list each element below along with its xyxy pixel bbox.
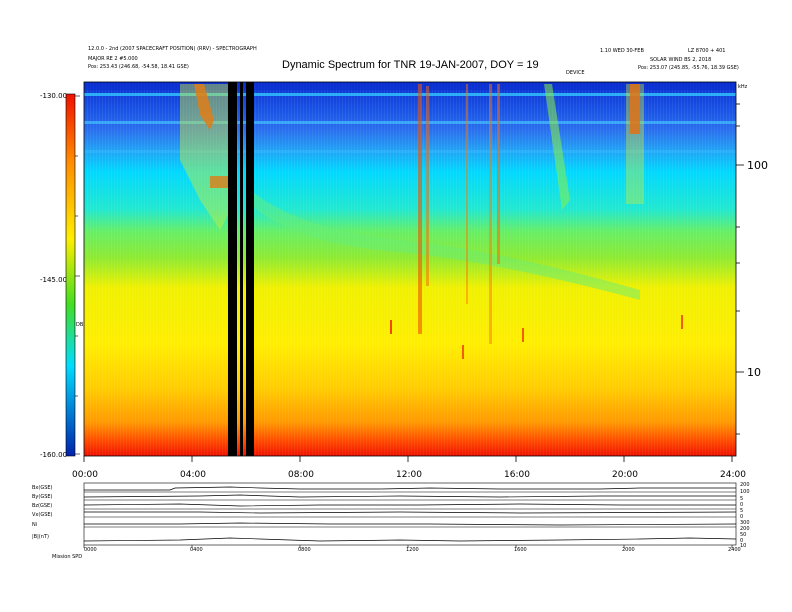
- panel-label-b: |B|(nT): [32, 534, 49, 540]
- time-tick-6: 24:00: [720, 470, 746, 480]
- header-right-line1: 1.10 WED 30-FEB: [600, 48, 644, 54]
- panel-btick-1: 0400: [190, 547, 203, 553]
- burst-red-1410: [462, 345, 464, 359]
- colorbar: [65, 93, 76, 457]
- panel-label-vx: Vx(GSE): [32, 512, 53, 518]
- panel-rtick-6: 300: [740, 520, 750, 526]
- spectrogram-frame: [83, 81, 737, 457]
- spectrogram-texture: [84, 82, 736, 456]
- panel-traces: [83, 486, 737, 542]
- burst-1700: [544, 84, 570, 210]
- panel-label-by: By(GSE): [32, 494, 53, 500]
- burst-red-1415: [466, 84, 468, 304]
- panel-rtick-10: 10: [740, 543, 747, 549]
- panel-bottom-ticks: [83, 545, 733, 548]
- right-axis-100: 100: [747, 159, 768, 172]
- panel-rtick-9: 0: [740, 538, 744, 544]
- burst-red-1505: [489, 84, 492, 344]
- colorbar-ticks: [75, 95, 80, 455]
- header-right-line2: LZ 8700 + 401: [688, 48, 726, 54]
- time-tick-2: 08:00: [288, 470, 314, 480]
- panel-rtick-8: 50: [740, 532, 747, 538]
- panel-rtick-7: 200: [740, 526, 750, 532]
- band-top-dark: [84, 82, 736, 90]
- burst-red-1240: [426, 86, 429, 286]
- panel-btick-2: 0800: [298, 547, 311, 553]
- panel-btick-3: 1200: [406, 547, 419, 553]
- colorbar-mid-label: -145.00: [40, 276, 68, 284]
- burst-red-0445: [210, 176, 228, 188]
- burst-red-2145: [681, 315, 683, 329]
- lower-panels: [83, 482, 737, 546]
- header-right-line3: SOLAR WIND BS 2, 2018: [650, 57, 712, 63]
- time-tick-1: 04:00: [180, 470, 206, 480]
- panel-rtick-3: 0: [740, 502, 744, 508]
- header-left-line1: 12.0.0 - 2nd (2007 SPACECRAFT POSITION) …: [88, 46, 257, 52]
- burst-red-1720: [522, 328, 524, 342]
- time-tick-0: 00:00: [72, 470, 98, 480]
- burst-yellow-04h: [180, 84, 236, 230]
- panel-rtick-1: 100: [740, 489, 750, 495]
- header-center-small: DEVICE: [566, 70, 585, 76]
- chart-title: Dynamic Spectrum for TNR 19-JAN-2007, DO…: [282, 59, 539, 71]
- colorbar-unit: DB: [76, 322, 84, 328]
- panel-label-bx: Bx(GSE): [32, 485, 53, 491]
- time-tick-4: 16:00: [504, 470, 530, 480]
- burst-red-1120: [390, 320, 392, 334]
- panel-btick-6: 2400: [728, 547, 741, 553]
- band-line-3: [84, 150, 736, 153]
- burst-red-1530: [497, 84, 500, 264]
- time-tick-5: 20:00: [612, 470, 638, 480]
- colorbar-bottom-label: -160.00: [40, 451, 68, 459]
- panel-btick-4: 1600: [514, 547, 527, 553]
- data-gap-3: [246, 82, 254, 456]
- panel-label-bz: Bz(GSE): [32, 503, 53, 509]
- burst-red-04h: [194, 84, 214, 130]
- header-left-line3: Pos: 253.43 (246.68, -54.58, 18.41 GSE): [88, 64, 189, 70]
- panel-rtick-0: 200: [740, 482, 750, 488]
- band-line-1: [84, 93, 736, 96]
- header-right-line4: Pos: 253.07 (245.85, -55.76, 18.39 GSE): [638, 65, 739, 71]
- emission-arc-08h: [250, 190, 640, 300]
- data-gap-2: [240, 82, 243, 456]
- panel-btick-0: 0000: [84, 547, 97, 553]
- burst-red-2030: [630, 84, 640, 134]
- panel-rtick-4: 5: [740, 508, 744, 514]
- panel-btick-5: 2000: [622, 547, 635, 553]
- right-axis-10: 10: [747, 366, 761, 379]
- band-line-2: [84, 121, 736, 124]
- right-axis-ticks: [736, 103, 744, 435]
- colorbar-top-label: -130.00: [40, 92, 68, 100]
- panel-rtick-2: 5: [740, 496, 744, 502]
- khz-label: kHz: [738, 84, 748, 90]
- time-axis-ticks: [83, 456, 733, 462]
- panel-footer-left: Mission SPD: [52, 554, 83, 560]
- burst-red-1230: [418, 84, 422, 334]
- data-gap-1: [228, 82, 237, 456]
- panel-rtick-5: 0: [740, 514, 744, 520]
- burst-yellow-2030: [626, 84, 644, 204]
- header-left-line2: MAJOR RE 2 #5.000: [88, 56, 138, 62]
- panel-label-ni: Ni: [32, 522, 38, 528]
- time-tick-3: 12:00: [396, 470, 422, 480]
